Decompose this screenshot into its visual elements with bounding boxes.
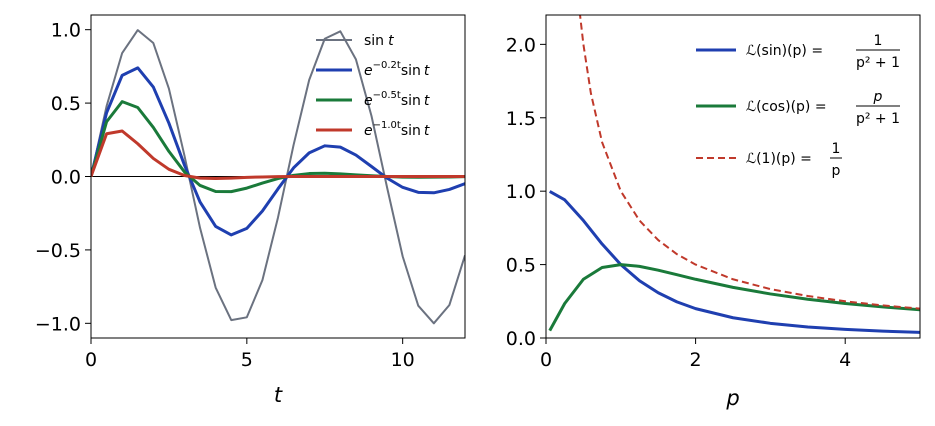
x-tick-label: 4 xyxy=(839,349,851,371)
legend-text: −0.2t xyxy=(373,60,401,71)
legend-entry: e−0.2tsin t xyxy=(364,60,430,79)
legend-entry: e−1.0tsin t xyxy=(364,120,430,139)
legend-text: t xyxy=(424,63,430,79)
series-line-2 xyxy=(548,263,920,332)
legend-denominator: p xyxy=(832,163,841,179)
legend-text: e xyxy=(364,63,373,79)
legend-text: sin xyxy=(401,63,421,79)
left-chart-panel: 0 5 101.00.50.0−0.5−1.0 t sin te−0.2tsin te−… xyxy=(35,14,466,407)
y-tick-label: 1.0 xyxy=(51,20,81,42)
right-legend: ℒ(sin)(p) = 1 p² + 1 ℒ(cos)(p) = p p² + 1 ℒ(1)… xyxy=(696,33,900,179)
legend-denominator: p² + 1 xyxy=(856,55,900,71)
y-tick-label: 0.0 xyxy=(506,328,536,350)
series-line-4 xyxy=(91,129,465,181)
right-chart-panel: 0 2 42.01.51.00.50.0 p ℒ(sin)(p) =1p² + 1ℒ… xyxy=(506,14,921,410)
legend-lhs: ℒ(cos)(p) = xyxy=(746,99,827,115)
legend-entry: e−0.5tsin t xyxy=(364,90,430,109)
y-tick-label: 0.5 xyxy=(506,255,536,277)
y-tick-label: 2.0 xyxy=(506,34,536,56)
left-axis-ticks: 0 5 10 1.0 0.5 0.0 −0.5 −1.0 xyxy=(35,20,415,371)
legend-text: −1.0t xyxy=(373,120,401,131)
legend-text: −0.5t xyxy=(373,90,401,101)
y-tick-label: −0.5 xyxy=(35,240,81,262)
series-line-2 xyxy=(91,66,465,237)
y-tick-label: 0.5 xyxy=(51,93,81,115)
series-line-1 xyxy=(549,190,920,334)
legend-text: e xyxy=(364,93,373,109)
right-axis-ticks: 0 2 4 2.0 1.5 1.0 0.5 0.0 xyxy=(506,34,851,371)
legend-text: sin xyxy=(401,123,421,139)
legend-numerator: 1 xyxy=(874,33,883,49)
right-x-axis-label: p xyxy=(725,386,739,410)
legend-text: e xyxy=(364,123,373,139)
series-line-1 xyxy=(91,29,465,325)
left-series-lines xyxy=(91,29,465,325)
y-tick-label: −1.0 xyxy=(35,313,81,335)
legend-text: t xyxy=(388,33,394,49)
legend-text: t xyxy=(424,123,430,139)
legend-numerator: 1 xyxy=(832,141,841,157)
legend-text: sin xyxy=(364,33,384,49)
right-plot-frame xyxy=(545,14,921,339)
legend-entry: sin t xyxy=(364,33,394,49)
x-tick-label: 2 xyxy=(690,349,702,371)
legend-lhs: ℒ(1)(p) = xyxy=(746,151,812,167)
left-legend: sin te−0.2tsin te−0.5tsin te−1.0tsin t xyxy=(316,33,430,139)
y-tick-label: 0.0 xyxy=(51,167,81,189)
y-tick-label: 1.5 xyxy=(506,108,536,130)
left-x-axis-label: t xyxy=(274,383,283,407)
right-series-lines xyxy=(548,15,920,334)
legend-text: sin xyxy=(401,93,421,109)
x-tick-label: 5 xyxy=(241,349,253,371)
legend-text: t xyxy=(424,93,430,109)
legend-numerator: p xyxy=(873,89,883,105)
y-tick-label: 1.0 xyxy=(506,181,536,203)
legend-denominator: p² + 1 xyxy=(856,111,900,127)
series-line-3 xyxy=(579,15,920,310)
x-tick-label: 0 xyxy=(540,349,552,371)
x-tick-label: 0 xyxy=(85,349,97,371)
x-tick-label: 10 xyxy=(391,349,415,371)
legend-lhs: ℒ(sin)(p) = xyxy=(746,43,823,59)
